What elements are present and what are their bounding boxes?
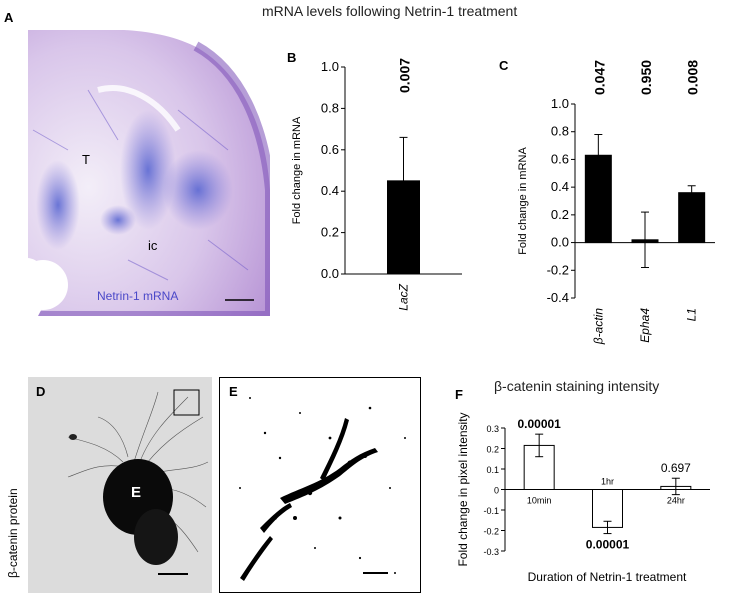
y-axis-title: Fold change in mRNA xyxy=(517,147,529,255)
bottom-figure-title: β-catenin staining intensity xyxy=(494,378,660,394)
y-tick-label: -0.1 xyxy=(483,506,499,516)
panel-c-letter: C xyxy=(499,58,509,73)
y-tick-label: 0.4 xyxy=(321,183,339,198)
panel-a-label-ic: ic xyxy=(148,238,158,253)
category-label: L1 xyxy=(685,308,699,321)
y-tick-label: 0.3 xyxy=(486,424,499,434)
panel-d-letter: D xyxy=(36,384,46,399)
panel-b-letter: B xyxy=(287,50,297,65)
panel-a-brain-section-image xyxy=(28,30,270,316)
y-axis-title: Fold change in pixel intensity xyxy=(456,412,470,566)
p-value-label: 0.00001 xyxy=(586,538,630,552)
bar-LacZ xyxy=(387,180,420,275)
y-tick-label: 0.2 xyxy=(321,225,339,240)
panel-e-frame xyxy=(219,377,421,593)
panel-e-inset-image xyxy=(239,397,406,581)
category-label: Epha4 xyxy=(638,308,652,343)
y-tick-label: 1.0 xyxy=(321,59,339,74)
panel-d-explant-image xyxy=(28,377,212,593)
category-label: β-actin xyxy=(591,308,605,346)
p-value-label: 0.697 xyxy=(661,461,691,475)
panel-d-inset-box xyxy=(173,389,200,416)
category-label: 24hr xyxy=(667,496,685,506)
y-tick-label: 0.0 xyxy=(321,266,339,281)
panel-e-letter: E xyxy=(229,384,238,399)
y-tick-label: 0.8 xyxy=(321,100,339,115)
y-tick-label: -0.4 xyxy=(547,290,569,305)
p-value-label: 0.950 xyxy=(638,60,654,95)
y-tick-label: 0.1 xyxy=(486,465,499,475)
chart-c: -0.4 -0.2 0.0 0.2 0.4 0.6 0.8 1.0 Fold change in… xyxy=(517,60,715,346)
y-tick-label: 0.2 xyxy=(486,445,499,455)
p-value-label: 0.00001 xyxy=(517,417,561,431)
x-axis-title: Duration of Netrin-1 treatment xyxy=(528,570,687,584)
panel-d-frame xyxy=(28,377,212,593)
p-value-label: 0.008 xyxy=(685,60,701,95)
p-value-label: 0.007 xyxy=(397,58,413,93)
brain-section-illustration xyxy=(28,30,270,316)
y-tick-label: 0.2 xyxy=(551,207,569,222)
chart-f: -0.3 -0.2 -0.1 0 0.1 0.2 0.3 Fold change in pix… xyxy=(456,412,710,584)
y-tick-label: 0.0 xyxy=(551,235,569,250)
y-tick-label: 1.0 xyxy=(551,96,569,111)
panel-e-speckles xyxy=(239,397,406,574)
y-tick-label: 0.8 xyxy=(551,124,569,139)
panel-d-center-label: E xyxy=(131,484,142,501)
y-tick-label: -0.3 xyxy=(483,547,499,557)
y-tick-label: 0.6 xyxy=(321,142,339,157)
panel-a-letter: A xyxy=(4,10,14,25)
bar-L1 xyxy=(678,192,706,244)
panel-d-side-label: β-catenin protein xyxy=(6,488,20,578)
category-label: 1hr xyxy=(601,477,614,487)
top-figure-title: mRNA levels following Netrin-1 treatment xyxy=(262,3,518,19)
y-tick-label: 0.6 xyxy=(551,151,569,166)
category-label: LacZ xyxy=(397,283,411,310)
category-label: 10min xyxy=(527,496,552,506)
y-tick-label: 0.4 xyxy=(551,179,569,194)
y-tick-label: 0 xyxy=(494,486,499,496)
panel-a-label-t: T xyxy=(82,152,90,167)
chart-b: 0.0 0.2 0.4 0.6 0.8 1.0 Fold change in mRNA Lac… xyxy=(291,58,462,311)
panel-a-caption: Netrin-1 mRNA xyxy=(97,289,179,303)
p-value-label: 0.047 xyxy=(591,60,607,95)
y-axis-title: Fold change in mRNA xyxy=(291,116,303,224)
panel-f-letter: F xyxy=(455,387,463,402)
y-tick-label: -0.2 xyxy=(547,262,569,277)
y-tick-label: -0.2 xyxy=(483,527,499,537)
